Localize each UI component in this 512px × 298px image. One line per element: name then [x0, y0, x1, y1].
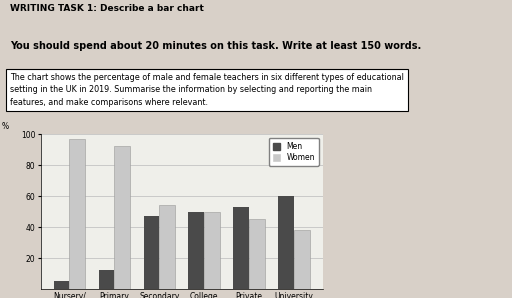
Bar [70, 139, 85, 289]
Bar [279, 196, 294, 289]
Text: The chart shows the percentage of male and female teachers in six different type: The chart shows the percentage of male a… [10, 73, 404, 107]
Bar [233, 207, 249, 289]
Bar [143, 216, 159, 289]
Text: You should spend about 20 minutes on this task. Write at least 150 words.: You should spend about 20 minutes on thi… [10, 41, 421, 51]
Legend: Men, Women: Men, Women [269, 138, 319, 166]
Bar [204, 212, 220, 289]
Bar [249, 219, 265, 289]
Bar [54, 281, 70, 289]
Bar [294, 230, 310, 289]
Bar [114, 147, 130, 289]
Text: %: % [2, 122, 9, 131]
Bar [159, 205, 175, 289]
Text: WRITING TASK 1: Describe a bar chart: WRITING TASK 1: Describe a bar chart [10, 4, 204, 13]
Bar [188, 212, 204, 289]
Bar [99, 271, 114, 289]
